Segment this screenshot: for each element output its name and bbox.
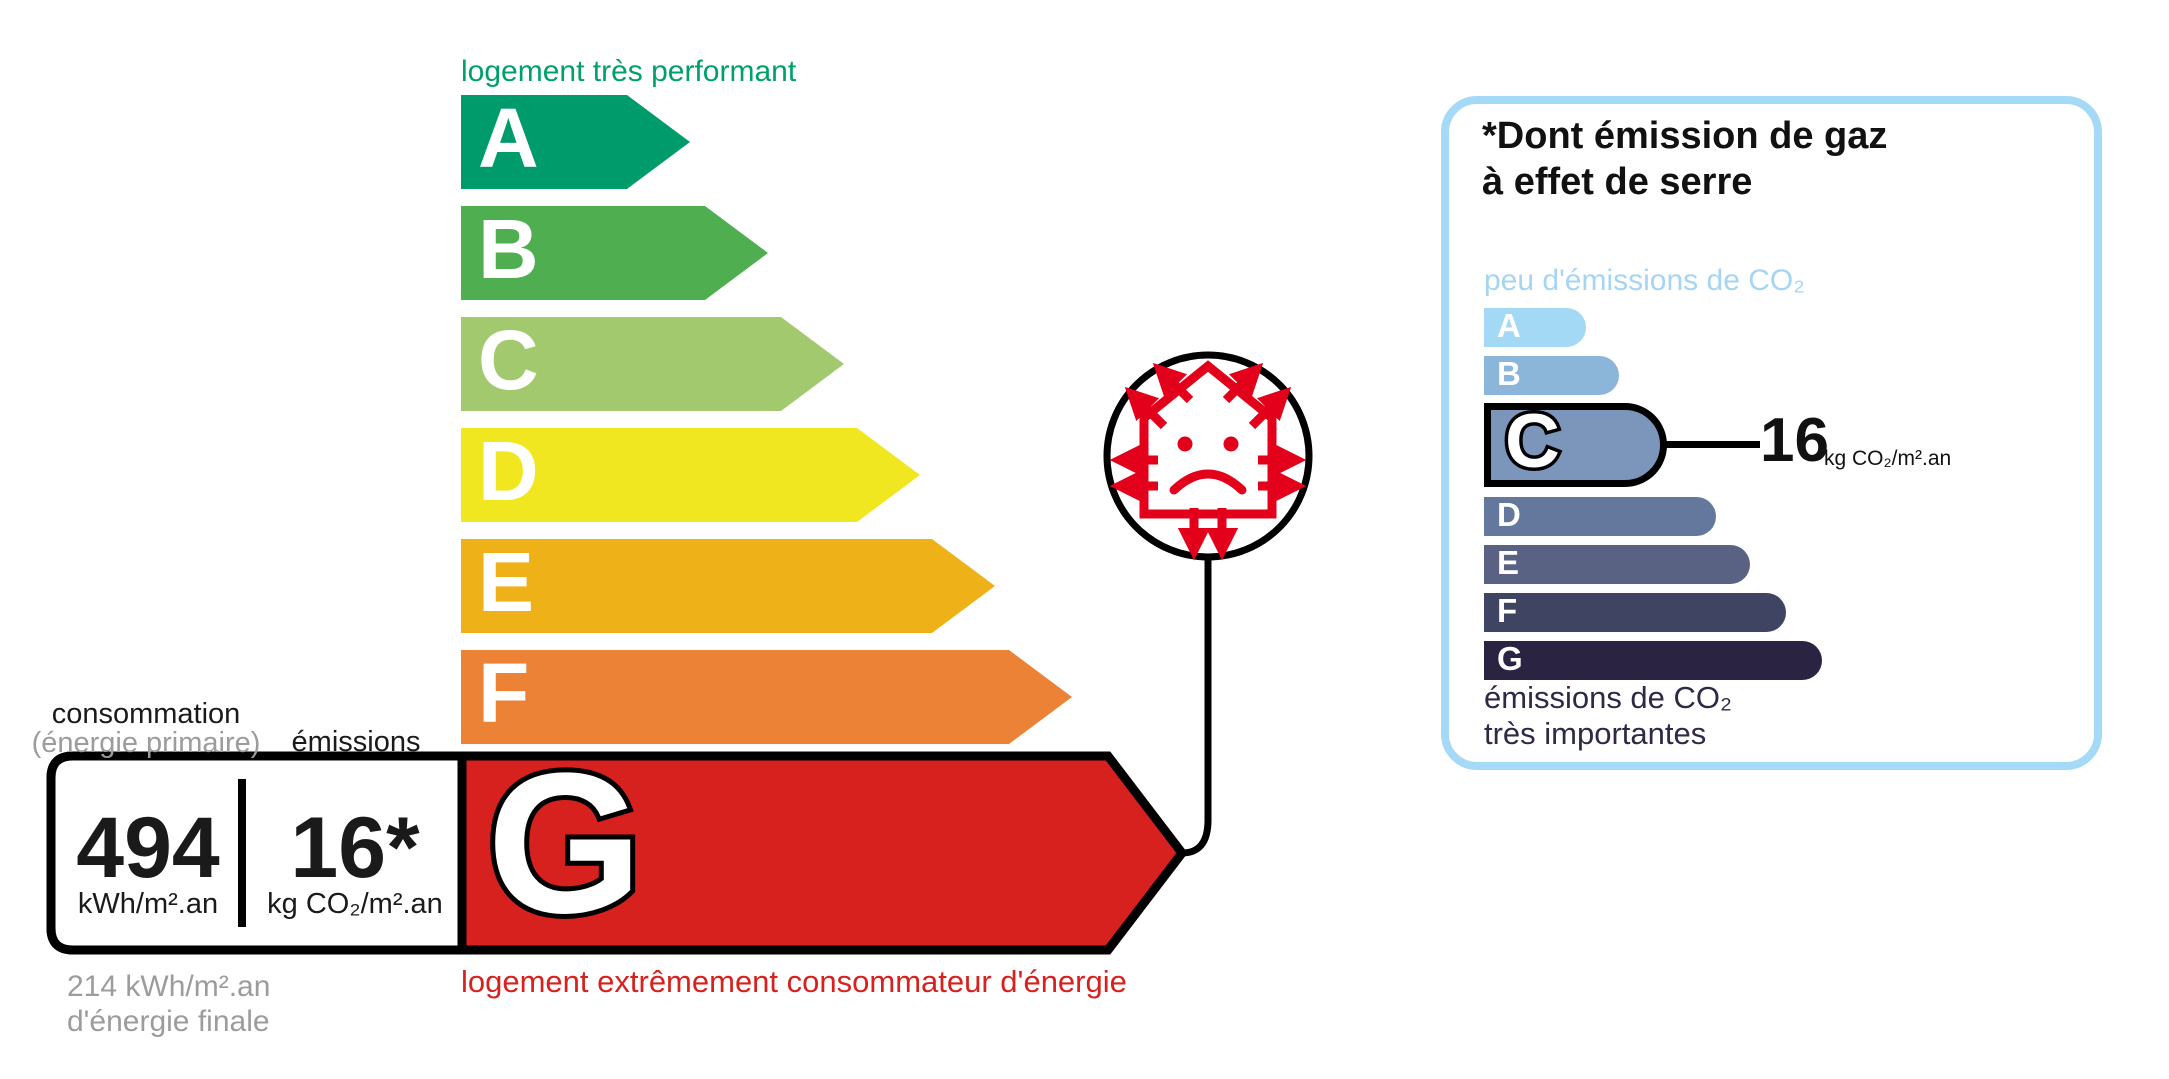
sad-house-energy-leak-icon	[1103, 351, 1313, 857]
co2-class-letter-f: F	[1497, 592, 1518, 629]
consumption-label: consommation (énergie primaire)	[23, 700, 269, 758]
consumption-unit: kWh/m².an	[77, 888, 219, 920]
co2-class-letter-d: D	[1497, 496, 1521, 533]
final-energy-line2: d'énergie finale	[67, 1004, 270, 1038]
co2-class-bar-a: A	[1484, 308, 1586, 347]
final-energy-note: 214 kWh/m².an d'énergie finale	[67, 970, 270, 1039]
emissions-value: 16*	[290, 800, 420, 896]
co2-class-letter-c: C	[1502, 399, 1564, 484]
energy-class-bar-d: D	[461, 428, 920, 522]
energy-class-letter-b: B	[478, 202, 539, 296]
co2-class-bar-g: G	[1484, 641, 1822, 680]
co2-scale-bottom-line2: très importantes	[1484, 716, 1707, 752]
co2-class-bar-e: E	[1484, 545, 1750, 584]
consumption-label-sub: (énergie primaire)	[31, 727, 261, 759]
co2-class-bar-d: D	[1484, 497, 1716, 536]
co2-panel-title-line1: *Dont émission de gaz	[1482, 115, 1888, 157]
co2-scale-top-label: peu d'émissions de CO₂	[1484, 264, 1805, 297]
energy-class-letter-f: F	[478, 646, 530, 740]
energy-class-letter-e: E	[478, 535, 535, 629]
values-box	[46, 751, 467, 955]
co2-class-letter-e: E	[1497, 544, 1520, 581]
co2-class-letter-b: B	[1497, 355, 1521, 392]
energy-class-letter-a: A	[478, 91, 539, 185]
consumption-value: 494	[76, 800, 220, 896]
final-energy-line1: 214 kWh/m².an	[67, 970, 271, 1003]
co2-emissions-panel: *Dont émission de gaz à effet de serre p…	[1441, 96, 2102, 770]
co2-class-bar-f: F	[1484, 593, 1786, 632]
emissions-unit: kg CO₂/m².an	[267, 888, 443, 920]
co2-pointer-unit: kg CO₂/m².an	[1824, 447, 1952, 470]
sad-face	[1169, 436, 1247, 495]
energy-scale-top-label: logement très performant	[461, 55, 797, 88]
energy-scale-bottom-label: logement extrêmement consommateur d'éner…	[461, 964, 1127, 999]
energy-class-bar-b: B	[461, 206, 768, 300]
energy-class-bar-g	[46, 751, 1188, 955]
co2-class-letter-g: G	[1497, 640, 1523, 677]
energy-class-letter-g: G	[482, 732, 648, 955]
energy-class-bar-a: A	[461, 95, 690, 189]
energy-class-bar-e: E	[461, 539, 995, 633]
co2-scale-bottom-label: émissions de CO₂ très importantes	[1484, 680, 1732, 753]
leak-arrows	[1109, 362, 1307, 561]
co2-pointer-value: 16	[1760, 406, 1829, 475]
co2-class-bar-b: B	[1484, 356, 1619, 395]
co2-scale-bottom-line1: émissions de CO₂	[1484, 680, 1733, 715]
consumption-label-main: consommation	[51, 698, 241, 730]
energy-class-letter-c: C	[478, 313, 539, 407]
co2-panel-title-line2: à effet de serre	[1482, 160, 1753, 203]
energy-class-bar-c: C	[461, 317, 844, 411]
energy-class-bar-f: F	[461, 650, 1072, 744]
co2-pointer-line	[1662, 441, 1760, 448]
energy-class-letter-d: D	[478, 424, 539, 518]
emissions-label: émissions	[291, 726, 421, 758]
co2-panel-title: *Dont émission de gaz à effet de serre	[1482, 114, 1887, 205]
co2-class-letter-a: A	[1497, 307, 1521, 344]
connector-line	[1181, 557, 1212, 857]
co2-class-bar-c-selected: C	[1484, 399, 1667, 487]
